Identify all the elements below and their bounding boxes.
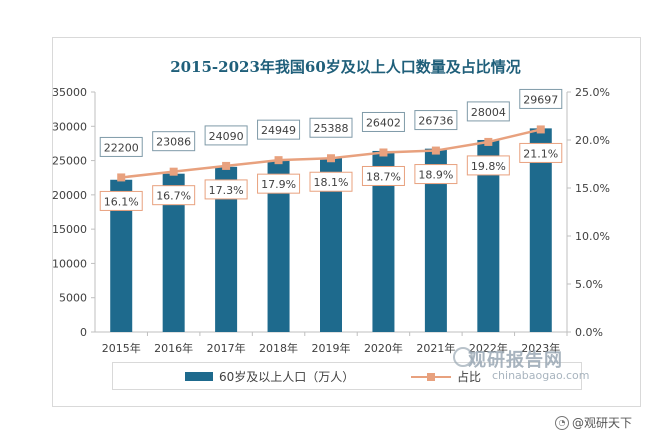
bar bbox=[372, 150, 395, 332]
chart-title: 2015-2023年我国60岁及以上人口数量及占比情况 bbox=[170, 58, 521, 76]
percent-label: 18.1% bbox=[314, 176, 349, 189]
ratio-marker bbox=[379, 148, 388, 157]
value-label: 26402 bbox=[366, 116, 401, 129]
y-left-tick-label: 5000 bbox=[59, 292, 87, 305]
y-right-tick-label: 0.0% bbox=[575, 326, 603, 339]
watermark-logo-icon bbox=[453, 347, 473, 367]
bar bbox=[477, 139, 500, 332]
percent-label: 18.7% bbox=[366, 170, 401, 183]
percent-label-box bbox=[414, 164, 458, 185]
legend: 60岁及以上人口（万人） 占比 bbox=[112, 362, 582, 390]
watermark-url: chinabaogao.com bbox=[492, 369, 590, 382]
ratio-marker bbox=[117, 173, 126, 182]
bar bbox=[162, 173, 185, 332]
legend-item-ratio: 占比 bbox=[411, 368, 481, 385]
percent-label: 21.1% bbox=[523, 147, 558, 160]
y-left-tick-label: 25000 bbox=[52, 155, 87, 168]
y-left-tick-label: 0 bbox=[80, 326, 87, 339]
x-tick-label: 2017年 bbox=[207, 341, 246, 355]
y-right-tick-label: 5.0% bbox=[575, 278, 603, 291]
value-label-box bbox=[204, 125, 248, 146]
percent-label-box bbox=[466, 155, 510, 176]
x-tick-label: 2018年 bbox=[259, 341, 298, 355]
x-tick-label: 2016年 bbox=[154, 341, 193, 355]
watermark-brand: 观研报告网 bbox=[468, 350, 563, 371]
ratio-marker bbox=[274, 156, 283, 165]
bar bbox=[424, 148, 447, 332]
ratio-marker bbox=[169, 167, 178, 176]
value-label-box bbox=[99, 136, 143, 157]
y-left-tick-label: 10000 bbox=[52, 257, 87, 270]
percent-label-box bbox=[361, 165, 405, 186]
value-label: 25388 bbox=[314, 122, 349, 135]
y-left-tick-label: 30000 bbox=[52, 120, 87, 133]
y-right-tick-label: 20.0% bbox=[575, 134, 610, 147]
value-label-box bbox=[257, 119, 301, 140]
y-left-tick-label: 20000 bbox=[52, 189, 87, 202]
bar bbox=[320, 157, 342, 332]
percent-label: 17.9% bbox=[261, 178, 296, 191]
value-label-box bbox=[361, 111, 405, 132]
value-label: 24090 bbox=[209, 130, 244, 143]
percent-label-box bbox=[99, 190, 143, 211]
value-label-box bbox=[414, 110, 458, 131]
x-tick-label: 2015年 bbox=[102, 341, 141, 355]
percent-label-box bbox=[257, 173, 301, 194]
ratio-marker bbox=[484, 137, 493, 146]
value-label-box bbox=[466, 101, 510, 122]
percent-label: 16.1% bbox=[104, 195, 139, 208]
ratio-marker bbox=[222, 161, 231, 170]
x-tick-label: 2021年 bbox=[416, 341, 455, 355]
ratio-marker bbox=[327, 154, 335, 163]
legend-label-ratio: 占比 bbox=[457, 370, 482, 384]
value-label: 24949 bbox=[261, 124, 296, 137]
percent-label-box bbox=[152, 185, 196, 206]
bar bbox=[215, 166, 238, 332]
x-tick-label: 2019年 bbox=[312, 341, 351, 355]
ratio-marker bbox=[536, 125, 545, 134]
value-label-box bbox=[519, 88, 563, 109]
percent-label: 17.3% bbox=[209, 184, 244, 197]
legend-bar-swatch bbox=[185, 372, 213, 381]
y-right-tick-label: 25.0% bbox=[575, 86, 610, 99]
bar bbox=[529, 128, 552, 332]
x-tick-label: 2023年 bbox=[521, 341, 560, 355]
percent-label: 16.7% bbox=[156, 190, 191, 203]
percent-label-box bbox=[519, 142, 563, 163]
percent-label: 19.8% bbox=[471, 160, 506, 173]
y-left-tick-label: 15000 bbox=[52, 223, 87, 236]
value-label-box bbox=[309, 117, 353, 138]
credit: ◔ @观研天下 bbox=[555, 414, 632, 431]
bar bbox=[110, 179, 133, 332]
y-right-tick-label: 15.0% bbox=[575, 182, 610, 195]
legend-label-population: 60岁及以上人口（万人） bbox=[219, 370, 355, 384]
x-tick-label: 2022年 bbox=[469, 341, 508, 355]
y-right-tick-label: 10.0% bbox=[575, 230, 610, 243]
value-label: 28004 bbox=[471, 106, 506, 119]
legend-item-population: 60岁及以上人口（万人） bbox=[185, 368, 354, 385]
credit-icon: ◔ bbox=[555, 415, 569, 430]
value-label: 29697 bbox=[523, 93, 558, 106]
ratio-marker bbox=[431, 146, 440, 155]
value-label: 26736 bbox=[418, 115, 453, 128]
bar bbox=[267, 160, 290, 332]
value-label: 22200 bbox=[104, 141, 139, 154]
value-label: 23086 bbox=[156, 136, 191, 149]
x-tick-label: 2020年 bbox=[364, 341, 403, 355]
percent-label: 18.9% bbox=[418, 169, 453, 182]
credit-text: @观研天下 bbox=[572, 416, 633, 430]
value-label-box bbox=[152, 131, 196, 152]
percent-label-box bbox=[204, 179, 248, 200]
legend-line-swatch bbox=[411, 371, 451, 383]
percent-label-box bbox=[309, 171, 353, 192]
y-left-tick-label: 35000 bbox=[52, 86, 87, 99]
